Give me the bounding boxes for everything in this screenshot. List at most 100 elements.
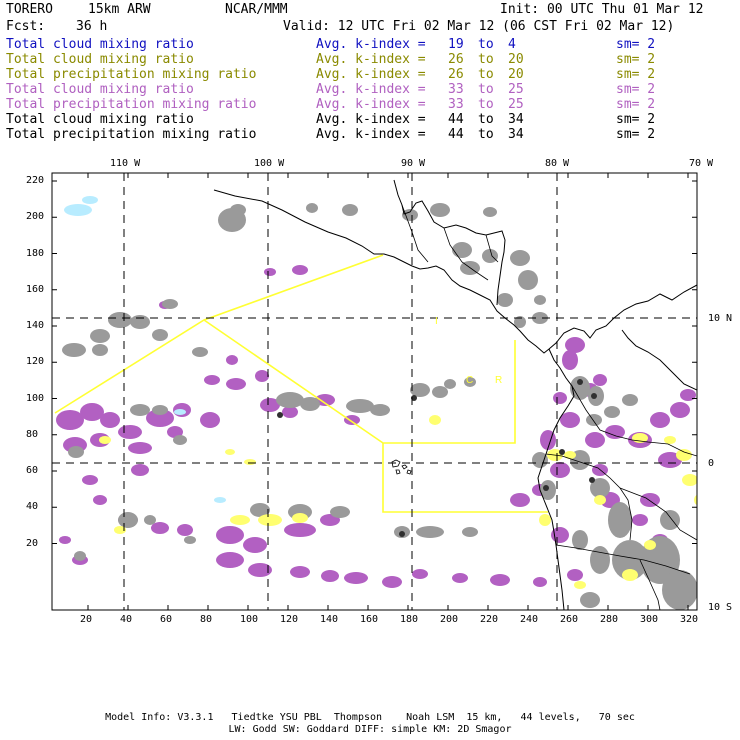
x-tick-label: 160: [360, 614, 379, 625]
legend-index-label: Avg. k-index =: [316, 112, 426, 127]
y-tick-label: 200: [26, 211, 45, 223]
legend-k-to: 4: [508, 37, 516, 52]
x-tick-label: 300: [640, 614, 659, 625]
gray-field: [108, 312, 132, 328]
legend-row: Total cloud mixing ratio Avg. k-index = 19…: [6, 37, 726, 52]
purple-field: [382, 576, 402, 588]
gray-field: [518, 270, 538, 290]
lon-label-70w: 70 W: [689, 158, 714, 169]
gray-field: [497, 293, 513, 307]
gray-field: [580, 592, 600, 608]
yellow-field: [594, 495, 606, 505]
lon-label-80w: 80 W: [545, 158, 570, 169]
x-tick-label: 180: [400, 614, 419, 625]
lon-label-110w: 110 W: [110, 158, 141, 169]
yellow-field: [564, 451, 576, 459]
physics-info-line: LW: Godd SW: Goddard DIFF: simple KM: 2D…: [228, 724, 512, 735]
forecast-label: Fcst:: [6, 19, 46, 34]
x-tick-label: 20: [80, 614, 93, 625]
purple-field: [565, 337, 585, 353]
model-name: TORERO: [6, 2, 53, 17]
yellow-field: [99, 436, 111, 444]
x-tick-label: 200: [440, 614, 459, 625]
purple-field: [315, 394, 335, 406]
legend-to: to: [478, 127, 494, 142]
purple-field: [216, 526, 244, 544]
purple-field: [670, 402, 690, 418]
legend-k-to: 20: [508, 67, 524, 82]
x-tick-label: 260: [560, 614, 579, 625]
gray-field: [586, 414, 602, 426]
x-tick-label: 40: [120, 614, 133, 625]
lat-label-10s: 10 S: [708, 602, 733, 613]
purple-field: [82, 475, 98, 485]
valid-time: Valid: 12 UTC Fri 02 Mar 12 (06 CST Fri …: [283, 19, 675, 34]
yellow-field: [644, 540, 656, 550]
gray-field: [92, 344, 108, 356]
x-tick-label: 140: [320, 614, 339, 625]
x-tick-label: 100: [240, 614, 259, 625]
purple-field: [292, 265, 308, 275]
region-label-i: I: [435, 316, 438, 327]
purple-field: [255, 370, 269, 382]
x-tick-label: 240: [520, 614, 539, 625]
legend-smoothing: sm= 2: [616, 67, 656, 82]
gray-field: [370, 404, 390, 416]
center-name: NCAR/MMM: [225, 2, 288, 17]
gray-field: [118, 512, 138, 528]
yellow-field: [682, 474, 697, 486]
model-resolution: 15km ARW: [88, 2, 151, 17]
gray-field: [612, 540, 648, 580]
legend-smoothing: sm= 2: [616, 37, 656, 52]
gray-field: [152, 405, 168, 415]
gray-field: [68, 446, 84, 458]
purple-field: [533, 577, 547, 587]
lat-label-10n: 10 N: [708, 313, 733, 324]
yellow-field: [539, 514, 551, 526]
yellow-field: [622, 569, 638, 581]
purple-field: [226, 378, 246, 390]
legend-to: to: [478, 67, 494, 82]
yellow-field: [225, 449, 235, 455]
gray-field: [173, 435, 187, 445]
yellow-field: [664, 436, 676, 444]
purple-field: [131, 464, 149, 476]
y-tick-label: 180: [26, 247, 45, 259]
y-tick-label: 140: [26, 320, 45, 331]
gray-field: [144, 515, 156, 525]
y-tick-label: 80: [26, 428, 39, 440]
yellow-field: [694, 494, 697, 506]
purple-field: [226, 355, 238, 365]
purple-field: [680, 389, 696, 401]
purple-field: [562, 350, 578, 370]
legend-smoothing: sm= 2: [616, 127, 656, 142]
axis-ticks: [52, 173, 697, 610]
gray-field: [152, 329, 168, 341]
legend-row: Total cloud mixing ratio Avg. k-index = 33…: [6, 82, 726, 97]
gray-field: [532, 312, 548, 324]
legend-field-name: Total cloud mixing ratio: [6, 37, 194, 52]
y-tick-label: 20: [26, 537, 39, 549]
legend-to: to: [478, 112, 494, 127]
dark-core: [577, 379, 583, 385]
purple-field: [204, 375, 220, 385]
legend-k-from: 33: [448, 82, 464, 97]
gray-field: [62, 343, 86, 357]
gray-field: [300, 397, 320, 411]
legend-k-to: 34: [508, 127, 524, 142]
purple-field: [93, 495, 107, 505]
legend-smoothing: sm= 2: [616, 97, 656, 112]
legend-field-name: Total cloud mixing ratio: [6, 112, 194, 127]
legend-index-label: Avg. k-index =: [316, 37, 426, 52]
gray-field: [184, 536, 196, 544]
cyan-field: [64, 204, 92, 216]
legend-index-label: Avg. k-index =: [316, 52, 426, 67]
purple-field: [593, 374, 607, 386]
purple-field: [264, 268, 276, 276]
yellow-field: [258, 514, 282, 526]
legend-field-name: Total cloud mixing ratio: [6, 82, 194, 97]
dark-core: [277, 412, 283, 418]
gray-field: [192, 347, 208, 357]
purple-field: [412, 569, 428, 579]
